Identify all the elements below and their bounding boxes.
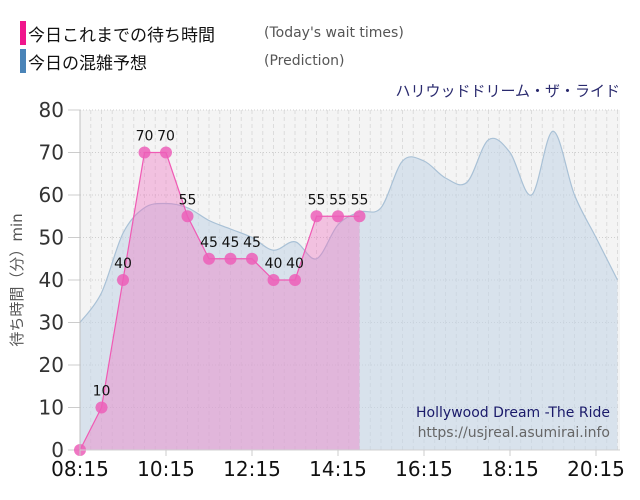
today-area bbox=[80, 152, 360, 450]
today-data-label: 40 bbox=[114, 256, 132, 272]
x-tick-label: 14:15 bbox=[309, 457, 367, 481]
today-data-point[interactable] bbox=[267, 274, 280, 286]
today-data-label: 55 bbox=[179, 192, 197, 208]
today-data-label: 45 bbox=[222, 235, 240, 251]
legend-label-jp: 今日これまでの待ち時間 bbox=[28, 25, 215, 46]
today-data-point[interactable] bbox=[95, 401, 108, 414]
prediction-area bbox=[80, 131, 618, 450]
today-data-label: 70 bbox=[157, 129, 175, 145]
legend-label-jp: 今日の混雑予想 bbox=[28, 53, 147, 74]
today-data-point[interactable] bbox=[289, 274, 301, 286]
today-data-point[interactable] bbox=[117, 274, 129, 286]
y-tick-label: 80 bbox=[39, 98, 64, 122]
y-axis-label: 待ち時間（分）min bbox=[8, 213, 26, 346]
today-data-point[interactable] bbox=[246, 252, 258, 265]
today-data-label: 10 bbox=[93, 384, 111, 400]
today-data-point[interactable] bbox=[181, 210, 194, 223]
today-data-label: 40 bbox=[286, 256, 304, 272]
today-data-point[interactable] bbox=[138, 146, 151, 159]
y-tick-label: 20 bbox=[39, 353, 64, 377]
legend-item-prediction: 今日の混雑予想 (Prediction) bbox=[20, 47, 404, 75]
watermark-url: https://usjreal.asumirai.info bbox=[418, 425, 610, 441]
today-data-label: 70 bbox=[136, 129, 154, 145]
y-tick-label: 30 bbox=[39, 311, 64, 335]
today-line bbox=[79, 151, 360, 451]
prediction-line bbox=[79, 130, 619, 323]
x-tick-label: 16:15 bbox=[395, 457, 453, 481]
watermark-title: Hollywood Dream -The Ride bbox=[416, 405, 610, 421]
y-tick-label: 50 bbox=[39, 226, 64, 250]
today-data-label: 55 bbox=[329, 192, 347, 208]
today-data-point[interactable] bbox=[203, 252, 215, 265]
x-tick-label: 18:15 bbox=[481, 457, 539, 481]
legend-item-today: 今日これまでの待ち時間 (Today's wait times) bbox=[20, 19, 404, 47]
legend: 今日これまでの待ち時間 (Today's wait times) 今日の混雑予想… bbox=[20, 19, 404, 75]
x-tick-label: 08:15 bbox=[51, 457, 109, 481]
today-data-point[interactable] bbox=[160, 146, 172, 159]
today-data-label: 40 bbox=[265, 256, 283, 272]
today-data-point[interactable] bbox=[224, 252, 237, 265]
today-data-label: 45 bbox=[200, 235, 218, 251]
x-tick-label: 10:15 bbox=[137, 457, 195, 481]
legend-swatch-prediction bbox=[20, 49, 26, 73]
legend-label-en: (Today's wait times) bbox=[264, 25, 404, 41]
today-data-point[interactable] bbox=[310, 210, 323, 223]
today-data-label: 55 bbox=[351, 192, 369, 208]
today-data-point[interactable] bbox=[353, 210, 366, 223]
x-tick-label: 20:15 bbox=[567, 457, 625, 481]
legend-swatch-today bbox=[20, 21, 26, 45]
chart-title: ハリウッドドリーム・ザ・ライド bbox=[395, 82, 620, 100]
legend-label-en: (Prediction) bbox=[264, 53, 345, 69]
today-data-label: 45 bbox=[243, 235, 261, 251]
today-data-point[interactable] bbox=[332, 210, 344, 223]
y-tick-label: 70 bbox=[39, 141, 64, 165]
y-tick-label: 0 bbox=[51, 438, 64, 462]
y-tick-label: 40 bbox=[39, 268, 64, 292]
x-tick-label: 12:15 bbox=[223, 457, 281, 481]
today-data-label: 55 bbox=[308, 192, 326, 208]
y-tick-label: 60 bbox=[39, 183, 64, 207]
y-tick-label: 10 bbox=[39, 396, 64, 420]
